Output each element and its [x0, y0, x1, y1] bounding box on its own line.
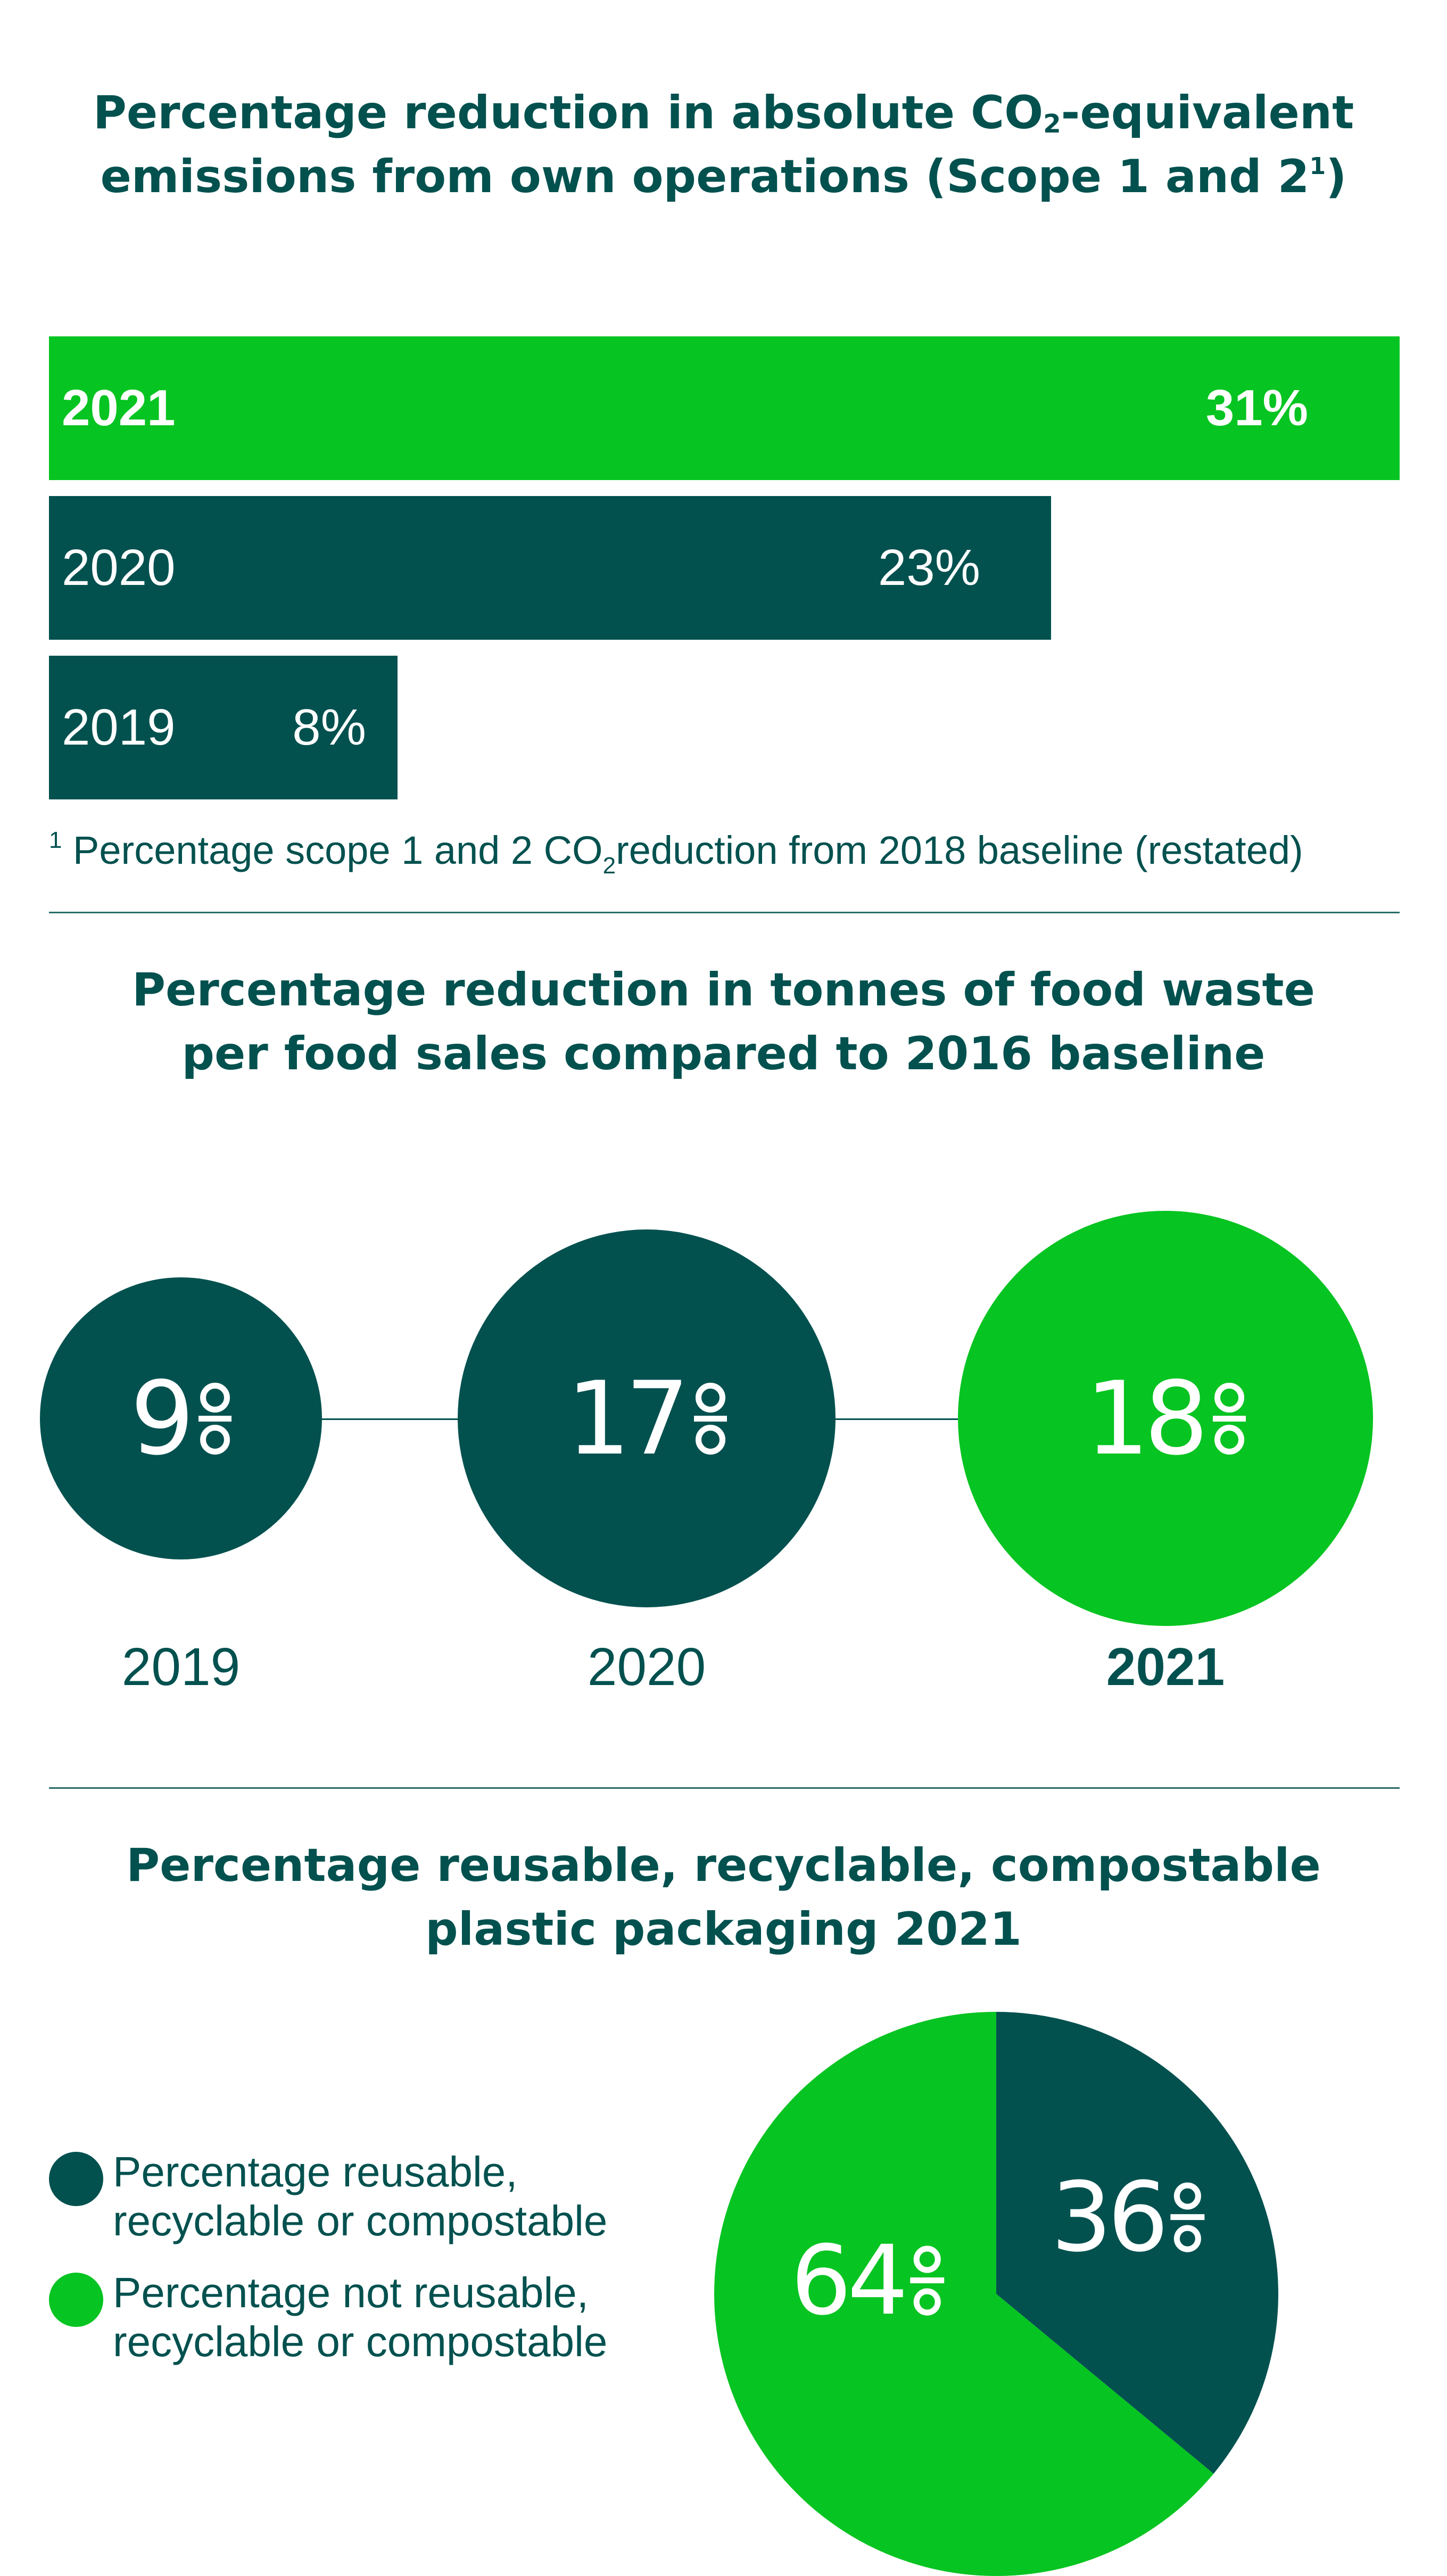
packaging-title-line1: Percentage reusable, recyclable, compost…: [126, 1839, 1321, 1892]
circle-value-2019: 9: [130, 1360, 232, 1477]
legend-label-reusable: Percentage reusable, recyclable or compo…: [113, 2148, 698, 2245]
co2-title-line1-text: Percentage reduction in absolute CO: [93, 86, 1044, 139]
co2-title-line2: emissions from own operations (Scope 1 a…: [0, 145, 1447, 209]
percent-icon: [693, 1382, 727, 1455]
bar-2020: 2020 23%: [49, 496, 1051, 640]
pie-slice-not-reusable: [714, 2012, 1214, 2576]
percent-icon: [199, 1382, 232, 1455]
packaging-title-line2: plastic packaging 2021: [425, 1903, 1022, 1956]
footnote-mark: 1: [49, 827, 62, 853]
co2-title-subscript: 2: [1043, 109, 1061, 139]
pie-label-reusable: 36: [1051, 2162, 1164, 2273]
co2-title-line2-text: emissions from own operations (Scope 1 a…: [100, 150, 1310, 203]
legend-label-reusable-line2: recyclable or compostable: [113, 2197, 608, 2244]
percent-icon: [910, 2245, 945, 2316]
bar-label-2019: 2019: [62, 699, 176, 756]
bar-value-2019: 8%: [292, 699, 366, 756]
circle-year-2021: 2021: [1106, 1637, 1225, 1697]
circle-value-number-2020: 17: [566, 1359, 690, 1477]
co2-title-superscript: 1: [1309, 153, 1326, 180]
bar-2021: 2021 31%: [49, 336, 1400, 480]
circle-value-number-2019: 9: [130, 1359, 195, 1477]
circle-2020: 17: [458, 1229, 836, 1607]
legend-swatch-not-reusable: [49, 2273, 103, 2327]
co2-title-line2-end: ): [1326, 150, 1347, 203]
divider-2: [49, 1787, 1400, 1789]
legend-label-reusable-line1: Percentage reusable,: [113, 2148, 518, 2195]
circle-year-2019: 2019: [121, 1637, 241, 1697]
bar-2019: 2019 8%: [49, 656, 398, 799]
food-waste-chart-title: Percentage reduction in tonnes of food w…: [0, 958, 1447, 1086]
percent-icon: [1212, 1382, 1246, 1455]
packaging-pie-chart: 36 64: [714, 2012, 1278, 2576]
legend-item-not-reusable: Percentage not reusable, recyclable or c…: [49, 2268, 698, 2366]
footnote-subscript: 2: [602, 853, 616, 879]
circle-value-2021: 18: [1085, 1360, 1246, 1477]
bar-value-2021: 31%: [1205, 379, 1308, 436]
legend-label-not-reusable: Percentage not reusable, recyclable or c…: [113, 2268, 698, 2366]
pie-label-not-reusable: 64: [791, 2225, 904, 2336]
circle-year-2020: 2020: [587, 1637, 706, 1697]
co2-chart-title: Percentage reduction in absolute CO2-equ…: [0, 81, 1447, 209]
connector-line: [836, 1418, 958, 1420]
circle-value-number-2021: 18: [1085, 1359, 1209, 1477]
legend-label-not-reusable-line1: Percentage not reusable,: [113, 2269, 589, 2316]
footnote-text: Percentage scope 1 and 2 CO: [73, 828, 603, 872]
circle-2019: 9: [40, 1277, 322, 1559]
circle-2021: 18: [958, 1211, 1373, 1626]
bar-value-2020: 23%: [878, 539, 980, 596]
connector-line: [322, 1418, 458, 1420]
packaging-chart-title: Percentage reusable, recyclable, compost…: [0, 1834, 1447, 1961]
circle-value-2020: 17: [566, 1360, 727, 1477]
food-waste-title-line2: per food sales compared to 2016 baseline: [181, 1027, 1266, 1080]
co2-title-line1-end: -equivalent: [1061, 86, 1354, 139]
percent-icon: [1170, 2182, 1205, 2252]
bar-label-2020: 2020: [62, 539, 176, 596]
bar-label-2021: 2021: [62, 379, 176, 436]
footnote-text-end: reduction from 2018 baseline (restated): [616, 828, 1303, 872]
pie-slice-reusable: [996, 2012, 1278, 2474]
co2-footnote: 1 Percentage scope 1 and 2 CO2reduction …: [49, 827, 1303, 878]
divider-1: [49, 912, 1400, 913]
co2-title-line1: Percentage reduction in absolute CO2-equ…: [0, 81, 1447, 145]
food-waste-title-line1: Percentage reduction in tonnes of food w…: [132, 963, 1315, 1017]
legend-item-reusable: Percentage reusable, recyclable or compo…: [49, 2148, 698, 2245]
legend-label-not-reusable-line2: recyclable or compostable: [113, 2318, 608, 2365]
legend-swatch-reusable: [49, 2152, 103, 2206]
